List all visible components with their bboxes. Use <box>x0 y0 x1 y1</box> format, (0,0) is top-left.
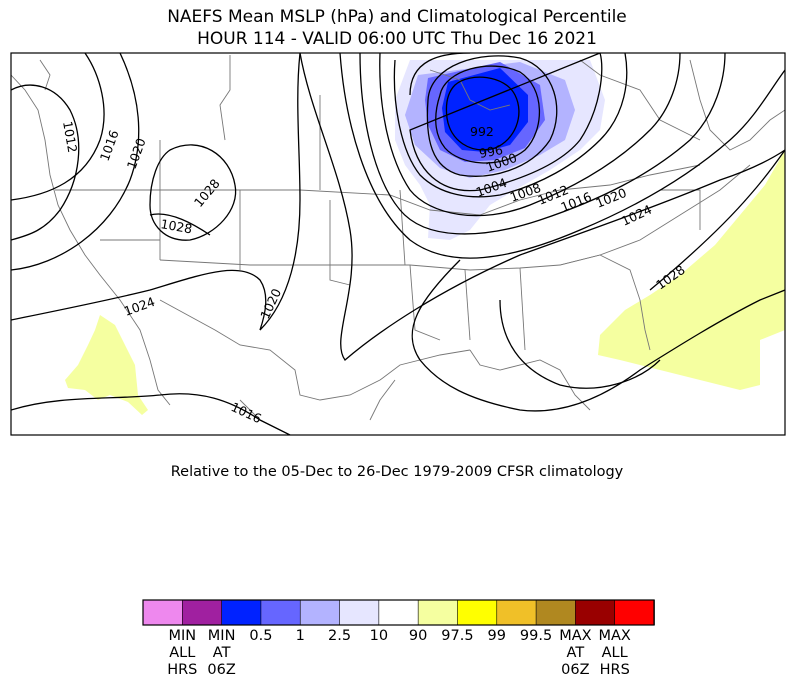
colorbar-swatch <box>417 599 459 626</box>
colorbar-label-line: 06Z <box>561 662 590 678</box>
colorbar-label-line: ALL <box>601 645 628 661</box>
colorbar-label-line: HRS <box>167 662 198 678</box>
colorbar-frame <box>142 599 655 626</box>
colorbar-label: MAX ALL HRS <box>595 628 635 679</box>
map-title: NAEFS Mean MSLP (hPa) and Climatological… <box>167 7 627 27</box>
colorbar-label-line: MIN <box>207 628 236 644</box>
colorbar-label: MIN ALL HRS <box>162 628 202 679</box>
colorbar-swatch <box>496 599 537 626</box>
colorbar-swatch <box>260 599 302 626</box>
isobar-label: 1028 <box>159 216 193 236</box>
colorbar-label-line: 97.5 <box>441 628 474 644</box>
map-valid-time: HOUR 114 - VALID 06:00 UTC Thu Dec 16 20… <box>197 29 597 49</box>
colorbar-swatch <box>614 599 655 626</box>
colorbar-label: 0.5 <box>241 628 281 645</box>
colorbar-swatch <box>575 599 616 626</box>
colorbar-label-line: 90 <box>408 628 428 644</box>
colorbar-swatch <box>142 599 184 626</box>
colorbar-swatch <box>299 599 341 626</box>
colorbar-label: 1 <box>280 628 320 645</box>
colorbar-label-line: 1 <box>295 628 305 644</box>
colorbar-swatch <box>378 599 419 626</box>
colorbar-label-line: 2.5 <box>328 628 352 644</box>
colorbar-label: 90 <box>398 628 438 645</box>
colorbar-swatch <box>457 599 498 626</box>
colorbar-label-line: AT <box>566 645 585 661</box>
colorbar-label: MAX AT 06Z <box>555 628 595 679</box>
colorbar-label-line: HRS <box>599 662 630 678</box>
colorbar-label-line: 99 <box>487 628 506 644</box>
isobar-label: 992 <box>470 124 494 139</box>
geographic-boundaries <box>11 55 785 435</box>
colorbar-label-line: MAX <box>559 628 592 644</box>
colorbar-swatch <box>339 599 380 626</box>
colorbar-label: 97.5 <box>437 628 477 645</box>
colorbar-label-line: MIN <box>168 628 197 644</box>
isobars <box>11 53 785 435</box>
isobar-label: 1012 <box>60 120 80 154</box>
isobar-label: 996 <box>478 142 504 161</box>
colorbar-label-line: 10 <box>369 628 389 644</box>
colorbar-label-line: AT <box>212 645 231 661</box>
colorbar-label-line: MAX <box>598 628 631 644</box>
colorbar-label-line: 99.5 <box>519 628 553 644</box>
colorbar-label-line: ALL <box>169 645 196 661</box>
colorbar-label-line: 06Z <box>207 662 236 678</box>
colorbar-label: 99.5 <box>516 628 556 645</box>
colorbar-label: 99 <box>477 628 517 645</box>
colorbar-label-line: 0.5 <box>249 628 273 644</box>
colorbar-label: 10 <box>359 628 399 645</box>
climatology-note: Relative to the 05-Dec to 26-Dec 1979-20… <box>170 464 624 480</box>
colorbar-swatch <box>182 599 223 626</box>
colorbar-swatch <box>221 599 262 626</box>
colorbar-swatch <box>535 599 577 626</box>
colorbar-label: 2.5 <box>320 628 360 645</box>
colorbar-label: MIN AT 06Z <box>202 628 242 679</box>
pressure-map: 1012 1016 1020 1028 1028 1024 1020 1016 … <box>10 52 786 436</box>
map-frame <box>10 52 786 436</box>
